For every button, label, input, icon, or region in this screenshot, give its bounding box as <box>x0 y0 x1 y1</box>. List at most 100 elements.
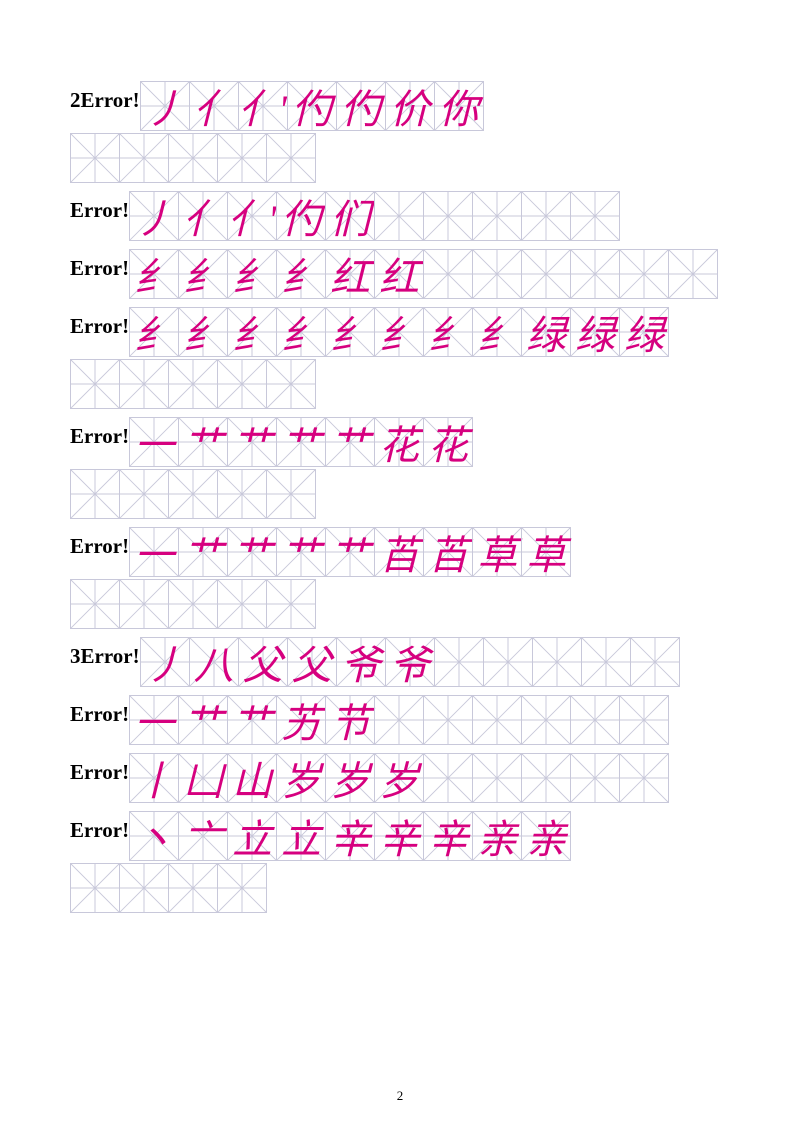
stroke-cell: 艹 <box>178 527 228 577</box>
stroke-cell: 花 <box>423 417 473 467</box>
stroke-char: 丿 <box>141 82 189 130</box>
stroke-char: 艹 <box>179 418 227 466</box>
empty-cell <box>70 863 120 913</box>
stroke-cell: 辛 <box>374 811 424 861</box>
empty-cell <box>217 579 267 629</box>
cells-group: 丶 亠 立 立 辛 辛 辛 亲 亲 <box>129 811 570 861</box>
stroke-cell: 凵 <box>178 753 228 803</box>
empty-cell <box>119 359 169 409</box>
stroke-char: 丿 <box>141 638 189 686</box>
empty-cell <box>423 191 473 241</box>
stroke-char: 纟 <box>277 308 325 356</box>
stroke-cell: 一 <box>129 695 179 745</box>
empty-cell <box>668 249 718 299</box>
stroke-char: 绿 <box>522 308 570 356</box>
cells-group: 一 艹 艹 艹 艹 苩 苩 草 草 <box>129 527 570 577</box>
stroke-char: 一 <box>130 696 178 744</box>
stroke-cell: 绿 <box>619 307 669 357</box>
stroke-cell: 亻' <box>227 191 277 241</box>
stroke-char: 凵 <box>179 754 227 802</box>
stroke-cell: 仢 <box>276 191 326 241</box>
stroke-cell: 纟 <box>129 307 179 357</box>
stroke-char: 一 <box>130 418 178 466</box>
empty-cell <box>472 753 522 803</box>
empty-cell <box>70 579 120 629</box>
practice-row: 2Error! 丿 亻 亻' 仢 仢 价 你 <box>70 75 730 131</box>
stroke-cell: 艹 <box>325 417 375 467</box>
stroke-cell: 苩 <box>423 527 473 577</box>
stroke-char: 丿 <box>130 192 178 240</box>
empty-cell <box>630 637 680 687</box>
practice-row: Error! 纟 纟 纟 纟 纟 纟 纟 纟 <box>70 301 730 357</box>
stroke-cell: 八 <box>189 637 239 687</box>
empty-cell <box>119 863 169 913</box>
stroke-cell: 岁 <box>276 753 326 803</box>
empty-cell <box>423 249 473 299</box>
stroke-char: 父 <box>239 638 287 686</box>
empty-cell <box>570 191 620 241</box>
stroke-cell: 丨 <box>129 753 179 803</box>
stroke-cell: 艹 <box>276 527 326 577</box>
stroke-char: 艹 <box>326 418 374 466</box>
stroke-cell: 红 <box>374 249 424 299</box>
empty-cell <box>70 359 120 409</box>
stroke-cell: 亠 <box>178 811 228 861</box>
cells-group <box>70 863 266 913</box>
empty-cell <box>423 695 473 745</box>
stroke-cell: 亲 <box>472 811 522 861</box>
stroke-cell: 艻 <box>276 695 326 745</box>
cells-group: 纟 纟 纟 纟 红 红 <box>129 249 717 299</box>
stroke-cell: 亻 <box>189 81 239 131</box>
stroke-char: 艹 <box>228 418 276 466</box>
cells-group <box>70 579 315 629</box>
stroke-cell: 纟 <box>276 249 326 299</box>
stroke-char: 亲 <box>473 812 521 860</box>
stroke-char: 红 <box>375 250 423 298</box>
cells-group: 丿 八 父 父 爷 爷 <box>140 637 679 687</box>
cells-group: 一 艹 艹 艻 节 <box>129 695 668 745</box>
empty-cell <box>472 191 522 241</box>
practice-row-continuation <box>70 579 730 629</box>
empty-cell <box>619 753 669 803</box>
stroke-char: 艹 <box>179 696 227 744</box>
empty-cell <box>570 249 620 299</box>
stroke-char: 花 <box>375 418 423 466</box>
stroke-char: 艹 <box>228 696 276 744</box>
stroke-cell: 艹 <box>227 417 277 467</box>
stroke-char: 纟 <box>130 308 178 356</box>
stroke-cell: 亲 <box>521 811 571 861</box>
stroke-char: 丶 <box>130 812 178 860</box>
stroke-cell: 岁 <box>374 753 424 803</box>
stroke-char: 红 <box>326 250 374 298</box>
stroke-char: 节 <box>326 696 374 744</box>
stroke-char: 花 <box>424 418 472 466</box>
stroke-char: 艹 <box>326 528 374 576</box>
stroke-cell: 艹 <box>178 417 228 467</box>
empty-cell <box>619 695 669 745</box>
stroke-char: 纟 <box>326 308 374 356</box>
practice-row-continuation <box>70 133 730 183</box>
row-label: Error! <box>70 689 129 745</box>
stroke-char: 草 <box>522 528 570 576</box>
practice-row: Error! 一 艹 艹 艹 艹 苩 苩 草 <box>70 521 730 577</box>
stroke-char: 丨 <box>130 754 178 802</box>
stroke-char: 纟 <box>179 308 227 356</box>
practice-row-continuation <box>70 469 730 519</box>
stroke-cell: 纟 <box>325 307 375 357</box>
practice-row: Error! 纟 纟 纟 纟 红 红 <box>70 243 730 299</box>
stroke-char: 纟 <box>228 308 276 356</box>
stroke-char: 艹 <box>228 528 276 576</box>
empty-cell <box>168 863 218 913</box>
empty-cell <box>217 359 267 409</box>
stroke-cell: 纟 <box>178 307 228 357</box>
empty-cell <box>266 359 316 409</box>
stroke-char: 仢 <box>337 82 385 130</box>
stroke-char: 亻' <box>228 192 276 240</box>
empty-cell <box>570 753 620 803</box>
practice-row: Error! 一 艹 艹 艹 艹 花 花 <box>70 411 730 467</box>
empty-cell <box>217 863 267 913</box>
stroke-char: 艹 <box>179 528 227 576</box>
empty-cell <box>532 637 582 687</box>
row-label: 2Error! <box>70 75 140 131</box>
stroke-cell: 纟 <box>472 307 522 357</box>
